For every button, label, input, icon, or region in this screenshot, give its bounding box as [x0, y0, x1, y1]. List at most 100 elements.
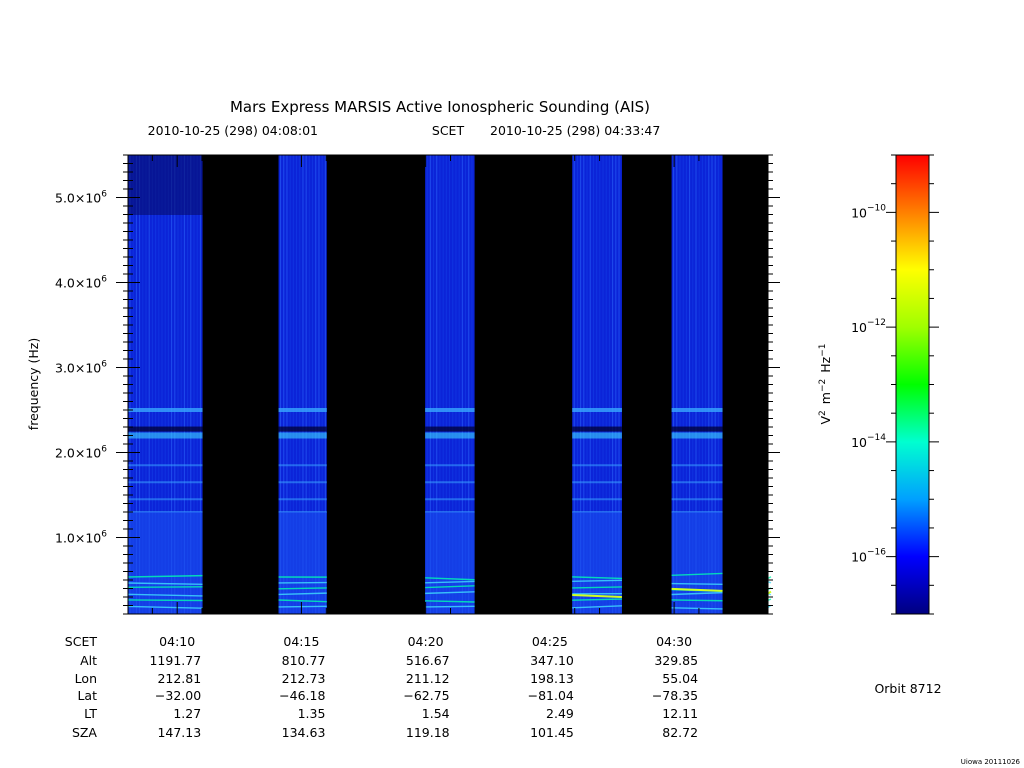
ephemeris-cell: 04:10: [159, 634, 195, 649]
low-freq-region: [278, 512, 327, 614]
y-tick-label: 3.0×106: [55, 360, 107, 376]
unit-v-exp: 2: [818, 410, 828, 416]
low-freq-region: [425, 512, 475, 614]
colorbar-scale: [895, 154, 930, 615]
surface-echo: [671, 587, 723, 592]
ephemeris-cell: 12.11: [662, 706, 698, 721]
y-ticks: 1.0×106 2.0×106 3.0×106 4.0×106 5.0×106: [55, 154, 780, 615]
ephemeris-row-label: Lon: [75, 671, 97, 686]
data-segment: [425, 155, 475, 614]
echo-trace: [572, 579, 622, 583]
ephemeris-cell: 1.35: [298, 706, 326, 721]
band-2p5mhz: [671, 408, 723, 412]
ephemeris-row-label: LT: [84, 706, 97, 721]
unit-m-exp: −2: [818, 379, 828, 392]
ephemeris-cell: 04:25: [532, 634, 568, 649]
ephemeris-cell: −78.35: [652, 688, 698, 703]
band-2p2mhz: [128, 432, 203, 439]
unit-v: V: [818, 416, 833, 425]
echo-trace: [127, 599, 203, 602]
ephemeris-cell: 04:30: [656, 634, 692, 649]
colorbar-unit-label: V2 m−2 Hz−1: [818, 343, 833, 424]
ephemeris-cell: 1.54: [422, 706, 450, 721]
ephemeris-cell: −32.00: [155, 688, 201, 703]
ephemeris-cell: 516.67: [406, 653, 450, 668]
colorbar-tick-label: 10−10: [851, 203, 886, 220]
harmonic-band: [425, 498, 475, 501]
harmonic-band: [278, 464, 327, 467]
echo-trace: [671, 582, 723, 586]
ephemeris-cell: 2.49: [546, 706, 574, 721]
band-2p5mhz: [278, 408, 327, 412]
band-2p27mhz: [128, 426, 203, 432]
band-2p5mhz: [572, 408, 622, 412]
ephemeris-cell: 1.27: [173, 706, 201, 721]
harmonic-band: [128, 464, 203, 467]
harmonic-band: [572, 498, 622, 501]
chart-title: Mars Express MARSIS Active Ionospheric S…: [230, 98, 650, 116]
band-2p5mhz: [128, 408, 203, 412]
colorbar: 10−10 10−12 10−14 10−16 V2 m−2 Hz−1: [818, 154, 939, 615]
echo-trace: [278, 599, 327, 603]
ephemeris-cell: 134.63: [282, 725, 326, 740]
harmonic-band: [128, 481, 203, 484]
svg-text:V2m−2Hz−1: V2 m−2 Hz−1: [818, 343, 833, 424]
band-2p2mhz: [425, 432, 475, 439]
echo-trace: [127, 586, 203, 588]
band-2p27mhz: [572, 426, 622, 432]
harmonic-band: [671, 481, 723, 484]
unit-m: m: [818, 392, 833, 404]
ephemeris-row-label: Alt: [80, 653, 97, 668]
noise-band: [128, 155, 203, 215]
echo-trace: [425, 580, 475, 584]
ephemeris-cell: 212.73: [282, 671, 326, 686]
echo-trace: [127, 582, 203, 586]
echo-trace: [127, 605, 203, 609]
ephemeris-cell: 198.13: [530, 671, 574, 686]
start-time: 2010-10-25 (298) 04:08:01: [148, 123, 318, 138]
ephemeris-cell: −46.18: [279, 688, 325, 703]
spectrogram-plot: 1.0×106 2.0×106 3.0×106 4.0×106 5.0×106: [55, 154, 780, 615]
colorbar-tick-label: 10−16: [851, 548, 886, 565]
band-2p2mhz: [278, 432, 327, 439]
echo-trace: [671, 591, 723, 596]
band-2p5mhz: [425, 408, 475, 412]
ephemeris-row-label: SZA: [72, 725, 97, 740]
ephemeris-cell: 119.18: [406, 725, 450, 740]
harmonic-band: [671, 498, 723, 501]
ephemeris-cell: 347.10: [530, 653, 574, 668]
echo-trace: [671, 599, 723, 602]
ephemeris-cell: 04:20: [408, 634, 444, 649]
data-segment: [671, 155, 723, 614]
ephemeris-cell: 212.81: [157, 671, 201, 686]
ephemeris-table: SCET Alt Lon Lat LT SZA 04:10 1191.77 212.81 −32.…: [65, 634, 698, 740]
y-tick-label: 1.0×106: [55, 530, 107, 546]
band-2p27mhz: [278, 426, 327, 432]
ephemeris-cell: 211.12: [406, 671, 450, 686]
ephemeris-row-label: Lat: [77, 688, 97, 703]
unit-hz-exp: −1: [818, 343, 828, 356]
echo-trace: [425, 600, 475, 603]
band-2p2mhz: [671, 432, 723, 439]
echo-trace: [572, 586, 622, 589]
echo-trace: [572, 605, 622, 609]
echo-trace: [425, 585, 475, 589]
echo-trace: [572, 576, 622, 580]
echo-trace: [425, 605, 475, 608]
ephemeris-cell: 1191.77: [149, 653, 201, 668]
low-freq-region: [128, 512, 203, 614]
ephemeris-cell: 810.77: [282, 653, 326, 668]
x-ticks: [151, 155, 750, 614]
harmonic-band: [572, 464, 622, 467]
low-freq-region: [671, 512, 723, 614]
ephemeris-cell: 329.85: [654, 653, 698, 668]
colorbar-tick-label: 10−12: [851, 318, 886, 335]
echo-trace: [425, 591, 475, 595]
harmonic-band: [128, 498, 203, 501]
data-segment: [278, 155, 327, 614]
data-segment: [572, 155, 622, 614]
echo-trace: [278, 587, 327, 590]
echo-trace: [127, 593, 203, 597]
ephemeris-cell: 101.45: [530, 725, 574, 740]
